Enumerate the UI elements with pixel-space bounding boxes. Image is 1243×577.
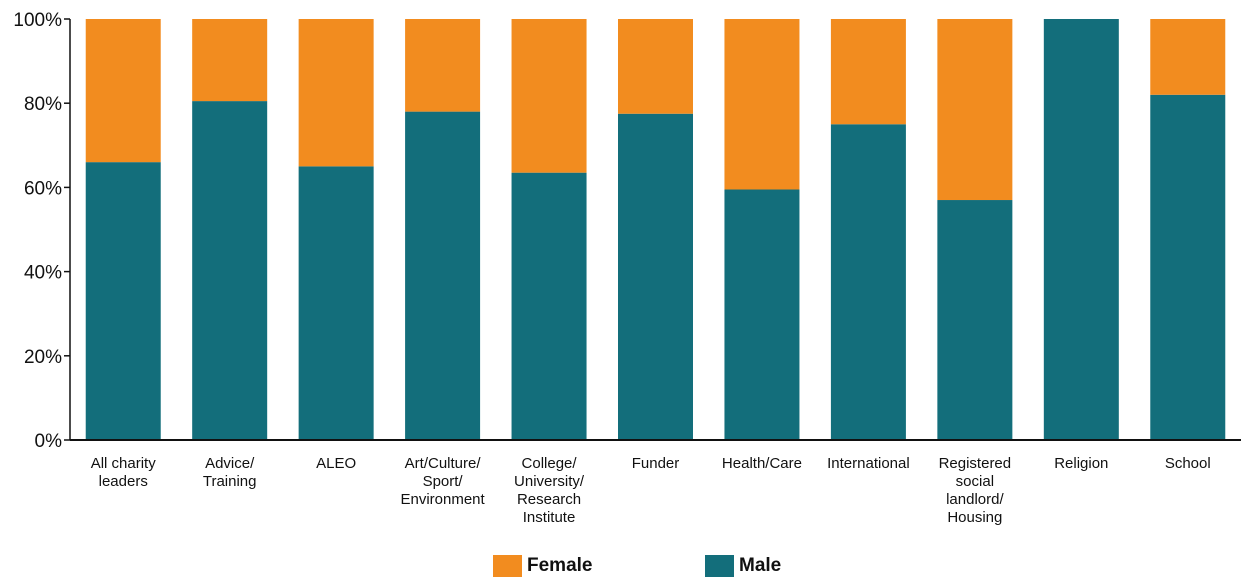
x-tick-label-5: Funder	[632, 455, 680, 472]
bar-male-9	[1043, 19, 1119, 440]
legend: Female Male	[0, 555, 1243, 577]
legend-label-male: Male	[739, 555, 782, 576]
stacked-bar-chart: 0% 20% 40% 60% 80% 100% All charity leaders Adv…	[13, 10, 1241, 526]
bar-female-1	[192, 19, 268, 102]
bar-male-3	[405, 111, 481, 441]
y-tick-label-3: 60%	[24, 178, 62, 199]
bar-female-3	[405, 19, 481, 112]
bar-female-7	[830, 19, 906, 125]
bar-male-6	[724, 189, 800, 440]
y-tick-label-4: 80%	[24, 94, 62, 115]
bar-female-0	[85, 19, 161, 163]
bars-group	[85, 19, 1226, 441]
y-tick-label-2: 40%	[24, 263, 62, 284]
bar-female-4	[511, 19, 587, 173]
legend-swatch-female	[493, 555, 522, 577]
bar-female-6	[724, 19, 800, 190]
y-tick-label-5: 100%	[13, 10, 62, 31]
y-tick-label-0: 0%	[35, 431, 63, 452]
x-tick-label-4: College/University/Research Institute	[514, 455, 585, 526]
x-tick-label-1: Advice/Training	[203, 455, 257, 490]
x-tick-label-3: Art/Culture/Sport/Environment	[400, 455, 485, 508]
legend-label-female: Female	[527, 555, 593, 576]
x-tick-label-6: Health/Care	[722, 455, 802, 472]
x-tick-label-0: All charity leaders	[91, 455, 157, 490]
bar-male-0	[85, 162, 161, 440]
y-tick-label-1: 20%	[24, 347, 62, 368]
bar-female-10	[1150, 19, 1226, 95]
y-axis: 0% 20% 40% 60% 80% 100%	[13, 10, 71, 452]
x-axis: All charity leaders Advice/Training ALEO Art…	[70, 439, 1241, 526]
bar-male-4	[511, 172, 587, 441]
x-tick-label-2: ALEO	[316, 455, 356, 472]
legend-item-male: Male	[705, 555, 781, 577]
bar-male-1	[192, 101, 268, 440]
legend-item-female: Female	[493, 555, 592, 577]
bar-male-7	[830, 124, 906, 440]
bar-male-10	[1150, 94, 1226, 440]
x-tick-label-9: Religion	[1054, 455, 1108, 472]
bar-male-2	[298, 166, 374, 440]
bar-female-5	[618, 19, 693, 114]
bar-female-8	[937, 19, 1013, 201]
bar-female-2	[298, 19, 374, 167]
x-tick-label-10: School	[1165, 455, 1211, 472]
bar-male-8	[937, 200, 1013, 440]
x-tick-label-7: International	[827, 455, 910, 472]
x-tick-label-8: Registered social landlord/Housing	[939, 455, 1012, 526]
bar-male-5	[618, 113, 693, 440]
legend-swatch-male	[705, 555, 734, 577]
